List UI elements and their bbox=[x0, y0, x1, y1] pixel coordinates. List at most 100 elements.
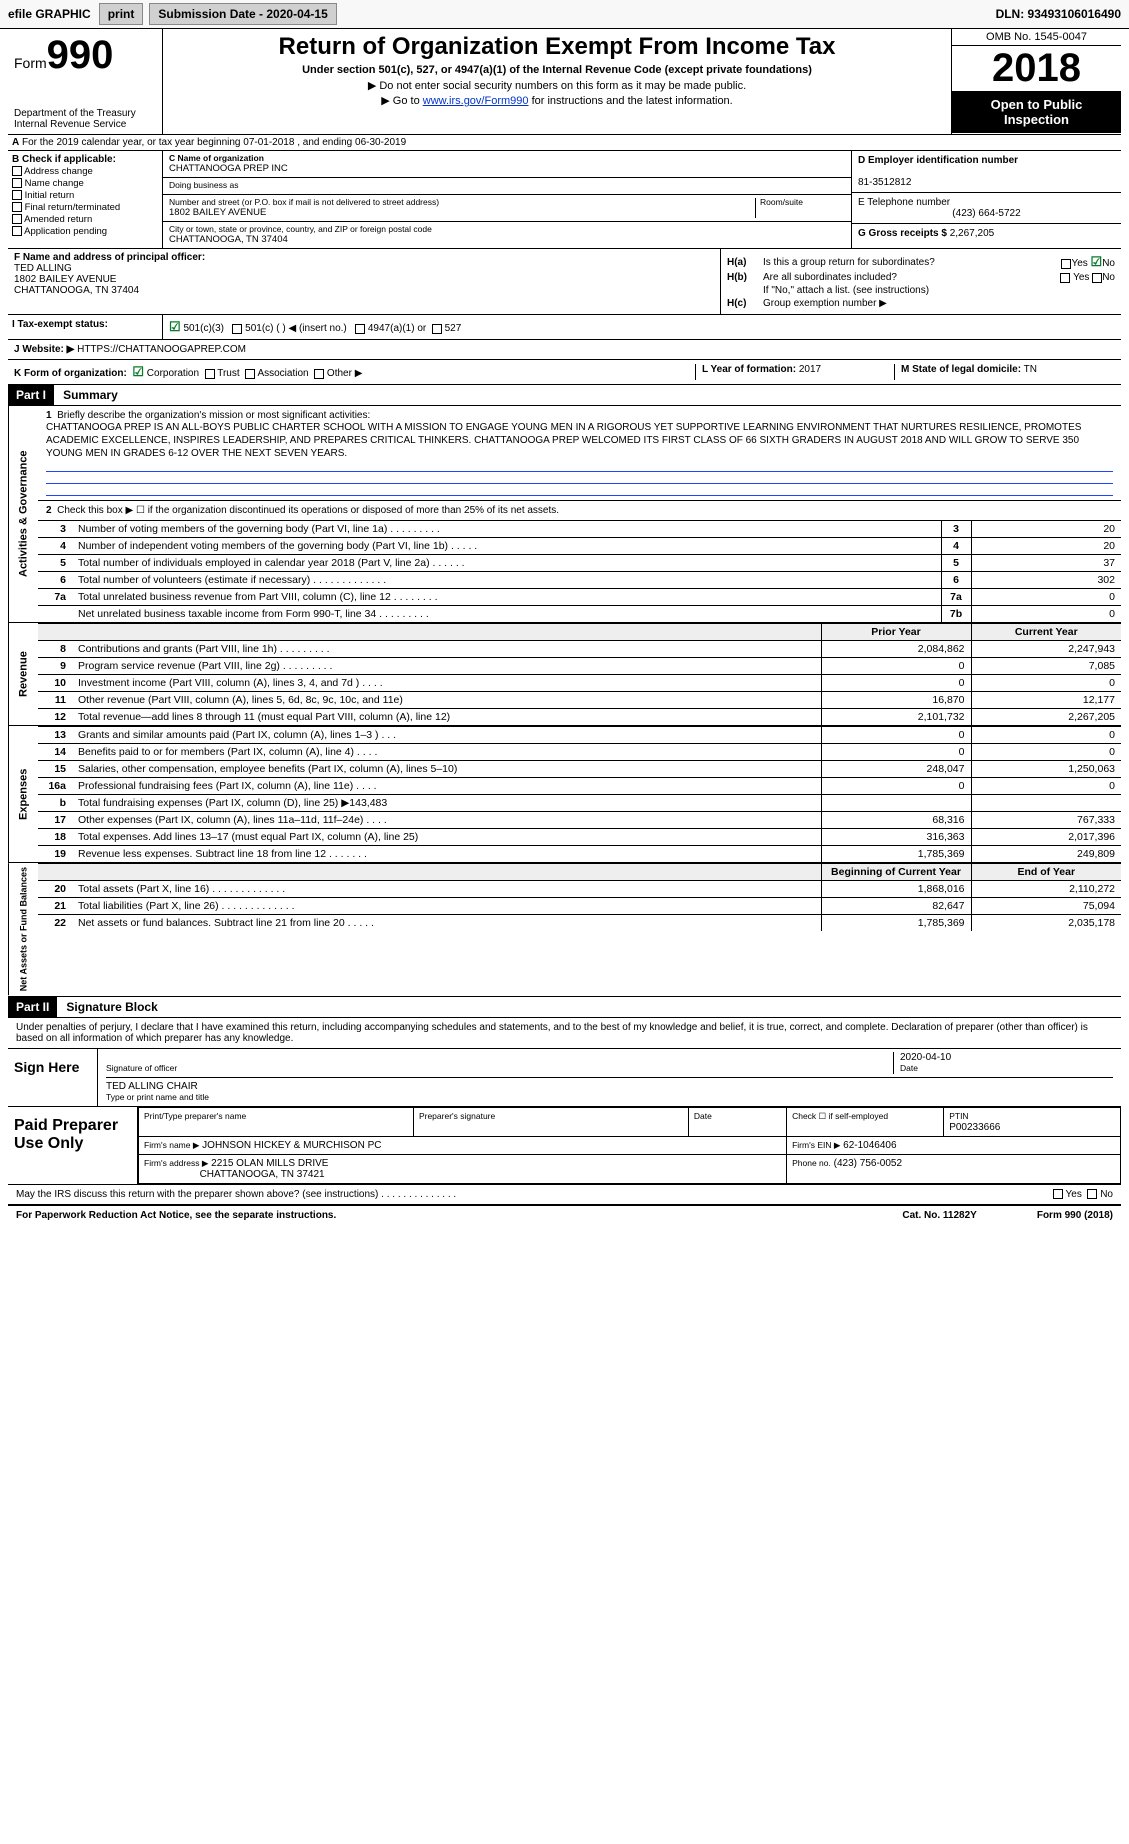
dln-label: DLN: 93493106016490 bbox=[996, 7, 1121, 21]
box-f-principal-officer: F Name and address of principal officer:… bbox=[8, 249, 721, 314]
perjury-declaration: Under penalties of perjury, I declare th… bbox=[8, 1018, 1121, 1048]
part2-header: Part II bbox=[8, 997, 57, 1017]
val-firm-addr2: CHATTANOOGA, TN 37421 bbox=[200, 1169, 325, 1180]
hdr-prior-year: Prior Year bbox=[821, 624, 971, 641]
checkbox-amended-return[interactable] bbox=[12, 214, 22, 224]
form-title: Return of Organization Exempt From Incom… bbox=[171, 33, 943, 61]
opt-assoc: Association bbox=[257, 368, 308, 379]
table-row: 5Total number of individuals employed in… bbox=[38, 555, 1121, 572]
paperwork-notice: For Paperwork Reduction Act Notice, see … bbox=[16, 1210, 902, 1221]
print-button[interactable]: print bbox=[99, 3, 144, 25]
lbl-form-org: K Form of organization: bbox=[14, 368, 127, 379]
lbl-tax-exempt: I Tax-exempt status: bbox=[12, 319, 108, 330]
checkbox-name-change[interactable] bbox=[12, 178, 22, 188]
efile-label: efile GRAPHIC bbox=[8, 7, 91, 21]
checkbox-hb-no[interactable] bbox=[1092, 273, 1102, 283]
table-row: Net unrelated business taxable income fr… bbox=[38, 606, 1121, 623]
lbl-hb-no: No bbox=[1102, 272, 1115, 283]
val-org-name: CHATTANOOGA PREP INC bbox=[169, 163, 845, 174]
checkbox-501c[interactable] bbox=[232, 324, 242, 334]
checkbox-final-return[interactable] bbox=[12, 202, 22, 212]
irs-link[interactable]: www.irs.gov/Form990 bbox=[423, 95, 529, 107]
lbl-ein: D Employer identification number bbox=[858, 155, 1018, 166]
lbl-ha-yes: Yes bbox=[1071, 258, 1087, 269]
check-icon: ☑ bbox=[132, 364, 144, 379]
lbl-ha-no: No bbox=[1102, 258, 1115, 269]
check-icon: ☑ bbox=[1091, 254, 1103, 269]
hdr-current-year: Current Year bbox=[971, 624, 1121, 641]
checkbox-4947[interactable] bbox=[355, 324, 365, 334]
checkbox-discuss-no[interactable] bbox=[1087, 1189, 1097, 1199]
line-a-tax-year: A For the 2019 calendar year, or tax yea… bbox=[8, 135, 1121, 151]
hdr-beginning-year: Beginning of Current Year bbox=[821, 864, 971, 881]
checkbox-address-change[interactable] bbox=[12, 166, 22, 176]
side-expenses: Expenses bbox=[8, 726, 38, 862]
submission-date-button[interactable]: Submission Date - 2020-04-15 bbox=[149, 3, 336, 25]
governance-table: 3Number of voting members of the governi… bbox=[38, 520, 1121, 622]
lbl-self-employed: Check ☐ if self-employed bbox=[792, 1111, 888, 1121]
lbl-city: City or town, state or province, country… bbox=[169, 225, 845, 234]
checkbox-hb-yes[interactable] bbox=[1060, 273, 1070, 283]
discuss-question: May the IRS discuss this return with the… bbox=[16, 1189, 1053, 1200]
val-firm-addr1: 2215 OLAN MILLS DRIVE bbox=[211, 1158, 328, 1169]
checkbox-ha-yes[interactable] bbox=[1061, 259, 1071, 269]
checkbox-other[interactable] bbox=[314, 369, 324, 379]
top-toolbar: efile GRAPHIC print Submission Date - 20… bbox=[0, 0, 1129, 29]
lbl-room: Room/suite bbox=[760, 198, 845, 207]
table-row: 9Program service revenue (Part VIII, lin… bbox=[38, 658, 1121, 675]
part2-title: Signature Block bbox=[60, 997, 163, 1017]
tax-year: 2018 bbox=[952, 46, 1121, 91]
lbl-discuss-no: No bbox=[1100, 1189, 1113, 1200]
opt-corp: Corporation bbox=[147, 368, 199, 379]
goto-suffix: for instructions and the latest informat… bbox=[529, 95, 733, 107]
val-firm-phone: (423) 756-0052 bbox=[834, 1158, 902, 1169]
lbl-application-pending: Application pending bbox=[24, 226, 107, 237]
lbl-dba: Doing business as bbox=[169, 181, 845, 190]
table-row: 6Total number of volunteers (estimate if… bbox=[38, 572, 1121, 589]
table-row: 8Contributions and grants (Part VIII, li… bbox=[38, 641, 1121, 658]
lbl-firm-name: Firm's name ▶ bbox=[144, 1140, 199, 1150]
lbl-final-return: Final return/terminated bbox=[25, 202, 121, 213]
preparer-table: Print/Type preparer's name Preparer's si… bbox=[138, 1107, 1121, 1184]
checkbox-initial-return[interactable] bbox=[12, 190, 22, 200]
side-revenue: Revenue bbox=[8, 623, 38, 725]
table-row: 4Number of independent voting members of… bbox=[38, 538, 1121, 555]
form-prefix: Form bbox=[14, 55, 47, 71]
lbl-preparer-name: Print/Type preparer's name bbox=[144, 1111, 246, 1121]
val-street: 1802 BAILEY AVENUE bbox=[169, 207, 751, 218]
lbl-hb: Are all subordinates included? bbox=[763, 272, 1005, 283]
checkbox-discuss-yes[interactable] bbox=[1053, 1189, 1063, 1199]
lbl-sig-date: Date bbox=[900, 1063, 918, 1073]
lbl-street: Number and street (or P.O. box if mail i… bbox=[169, 198, 751, 207]
lbl-firm-addr: Firm's address ▶ bbox=[144, 1158, 208, 1168]
q2-label: Check this box ▶ ☐ if the organization d… bbox=[57, 505, 559, 516]
table-row: 21Total liabilities (Part X, line 26) . … bbox=[38, 898, 1121, 915]
side-governance: Activities & Governance bbox=[8, 406, 38, 622]
lbl-sig-officer: Signature of officer bbox=[106, 1063, 177, 1073]
lbl-hb-yes: Yes bbox=[1073, 272, 1089, 283]
val-officer-name-title: TED ALLING CHAIR bbox=[106, 1081, 198, 1092]
table-row: 13Grants and similar amounts paid (Part … bbox=[38, 727, 1121, 744]
opt-trust: Trust bbox=[217, 368, 239, 379]
cat-number: Cat. No. 11282Y bbox=[902, 1210, 976, 1221]
table-row: 19Revenue less expenses. Subtract line 1… bbox=[38, 846, 1121, 863]
lbl-address-change: Address change bbox=[24, 166, 93, 177]
lbl-year-formation: L Year of formation: bbox=[702, 364, 796, 375]
table-row: 11Other revenue (Part VIII, column (A), … bbox=[38, 692, 1121, 709]
checkbox-assoc[interactable] bbox=[245, 369, 255, 379]
checkbox-application-pending[interactable] bbox=[12, 226, 22, 236]
table-row: 15Salaries, other compensation, employee… bbox=[38, 761, 1121, 778]
check-icon: ☑ bbox=[169, 319, 181, 334]
checkbox-527[interactable] bbox=[432, 324, 442, 334]
val-sig-date: 2020-04-10 bbox=[900, 1052, 951, 1063]
lbl-name-title: Type or print name and title bbox=[106, 1092, 209, 1102]
table-row: 7aTotal unrelated business revenue from … bbox=[38, 589, 1121, 606]
goto-prefix: ▶ Go to bbox=[381, 95, 422, 107]
lbl-firm-phone: Phone no. bbox=[792, 1158, 831, 1168]
opt-527: 527 bbox=[445, 323, 462, 334]
open-public-inspection: Open to Public Inspection bbox=[952, 91, 1121, 133]
checkbox-trust[interactable] bbox=[205, 369, 215, 379]
q1-label: Briefly describe the organization's miss… bbox=[57, 410, 370, 421]
table-row: 12Total revenue—add lines 8 through 11 (… bbox=[38, 709, 1121, 726]
table-row: 16aProfessional fundraising fees (Part I… bbox=[38, 778, 1121, 795]
